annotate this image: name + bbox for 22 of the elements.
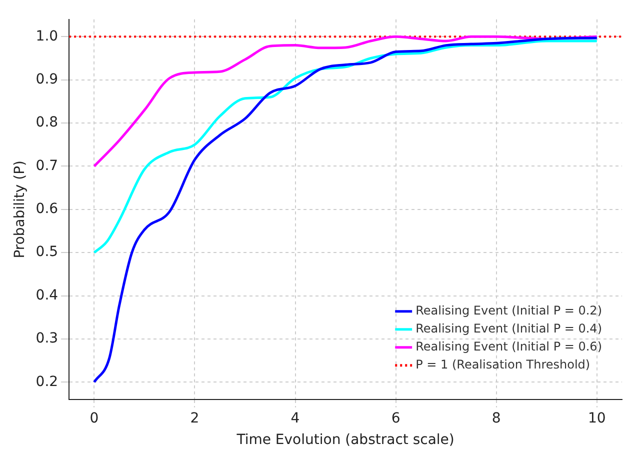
x-tick-label: 8 — [492, 410, 501, 426]
y-tick-label: 0.5 — [36, 244, 58, 260]
legend-label: P = 1 (Realisation Threshold) — [416, 358, 590, 372]
y-tick-label: 1.0 — [36, 28, 58, 44]
y-tick-label: 0.3 — [36, 330, 58, 347]
y-tick-label: 0.4 — [36, 287, 58, 304]
x-tick-label: 4 — [290, 410, 300, 426]
y-tick-label: 0.6 — [36, 201, 58, 218]
y-tick-label: 0.9 — [36, 71, 58, 88]
x-axis-title: Time Evolution (abstract scale) — [236, 432, 454, 448]
legend-label: Realising Event (Initial P = 0.4) — [416, 322, 602, 336]
legend-label: Realising Event (Initial P = 0.6) — [416, 340, 602, 354]
line-series — [92, 40, 598, 254]
x-tick-label: 10 — [588, 410, 606, 426]
y-axis-title: Probability (P) — [12, 160, 28, 258]
x-tick-label: 0 — [90, 410, 99, 426]
y-tick-label: 0.8 — [36, 114, 58, 131]
y-tick-label: 0.7 — [36, 158, 58, 174]
y-tick-label: 0.2 — [36, 374, 58, 390]
x-tick-label: 6 — [391, 410, 400, 426]
x-tick-label: 2 — [190, 410, 200, 426]
legend-label: Realising Event (Initial P = 0.2) — [416, 304, 602, 318]
